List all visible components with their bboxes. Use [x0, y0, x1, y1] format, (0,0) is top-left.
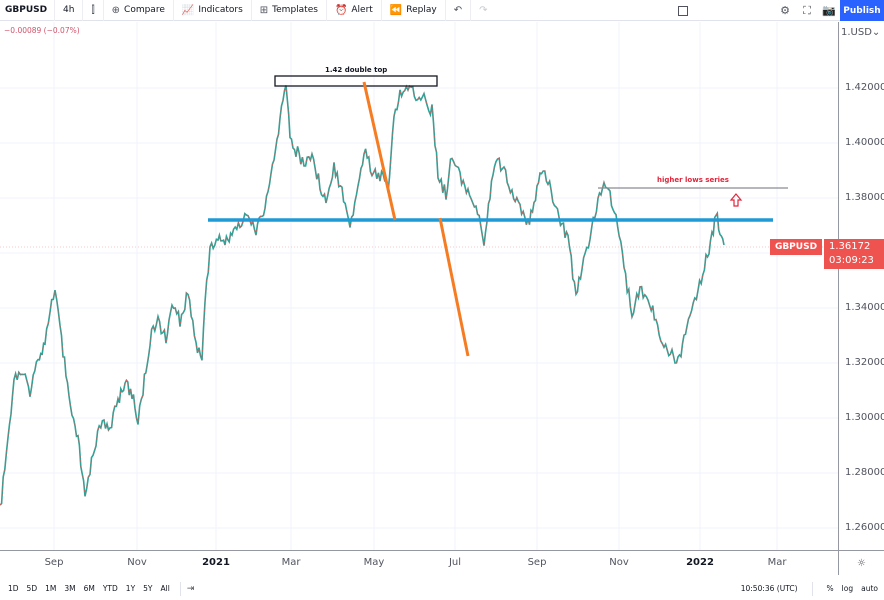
undo-icon: ↶	[453, 4, 463, 16]
time-label: Sep	[527, 557, 547, 568]
price-axis[interactable]: 1.USD⌄ 1.42000 1.40000 1.38000 1.34000 1.320…	[838, 22, 884, 550]
templates-icon: ⊞	[259, 4, 269, 16]
price-label: 1.34000	[845, 302, 884, 313]
time-label: Nov	[609, 557, 629, 568]
bottom-toolbar: 1D 5D 1M 3M 6M YTD 1Y 5Y All ⇥ 10:50:36 (UTC) % …	[0, 577, 884, 600]
price-label: 1.32000	[845, 357, 884, 368]
range-1d[interactable]: 1D	[8, 584, 19, 593]
time-label: 2021	[202, 557, 230, 568]
compare-button[interactable]: ⊕ Compare	[104, 0, 174, 21]
camera-icon: 📷	[822, 4, 836, 17]
fullscreen-button[interactable]: ⛶	[796, 0, 818, 21]
bar-countdown: 03:09:23	[829, 255, 874, 266]
time-label: Mar	[767, 557, 787, 568]
symbol-price-tag: GBPUSD	[770, 239, 822, 255]
time-label: Mar	[281, 557, 301, 568]
interval-button[interactable]: 4h	[55, 0, 84, 21]
range-ytd[interactable]: YTD	[102, 584, 118, 593]
up-arrow-icon[interactable]	[729, 193, 743, 207]
price-label: 1.30000	[845, 412, 884, 423]
interval-label: 4h	[63, 5, 75, 15]
top-toolbar: GBPUSD 4h ⫿ ⊕ Compare 📈 Indicators ⊞ Templa…	[0, 0, 884, 21]
square-icon	[678, 5, 688, 16]
price-label: 1.40000	[845, 137, 884, 148]
indicators-button[interactable]: 📈 Indicators	[174, 0, 252, 21]
higher-lows-label: higher lows series	[657, 176, 729, 184]
replay-button[interactable]: ⏪ Replay	[382, 0, 446, 21]
time-label: Sep	[44, 557, 64, 568]
currency-label: USD	[850, 27, 872, 38]
templates-button[interactable]: ⊞ Templates	[252, 0, 327, 21]
price-chart[interactable]	[0, 22, 838, 550]
redo-button[interactable]: ↷	[471, 0, 495, 21]
date-range-icon[interactable]: ⇥	[186, 583, 195, 594]
rewind-icon: ⏪	[389, 4, 403, 16]
last-price-tag: 1.36172 03:09:23	[824, 239, 884, 269]
range-5y[interactable]: 5Y	[143, 584, 153, 593]
range-1y[interactable]: 1Y	[125, 584, 136, 593]
time-label: 2022	[686, 557, 714, 568]
undo-button[interactable]: ↶	[446, 0, 472, 21]
alarm-clock-icon: ⏰	[334, 4, 348, 16]
range-1m[interactable]: 1M	[45, 584, 57, 593]
divider	[811, 581, 813, 596]
gear-icon: ☼	[857, 557, 866, 569]
price-label: 1.38000	[845, 192, 884, 203]
templates-label: Templates	[272, 5, 318, 15]
clock[interactable]: 10:50:36 (UTC)	[740, 584, 798, 593]
symbol-label: GBPUSD	[5, 5, 48, 15]
publish-button[interactable]: Publish	[840, 0, 884, 21]
double-top-box[interactable]	[274, 75, 438, 87]
range-all[interactable]: All	[160, 584, 170, 593]
redo-icon: ↷	[479, 4, 488, 16]
layout-button[interactable]	[672, 0, 694, 21]
auto-toggle[interactable]: auto	[861, 584, 878, 593]
range-3m[interactable]: 3M	[64, 584, 76, 593]
price-label: 1.26000	[845, 522, 884, 533]
price-label: 1.42000	[845, 82, 884, 93]
time-label: Jul	[448, 557, 462, 568]
indicators-label: Indicators	[198, 5, 243, 15]
settings-button[interactable]: ⚙	[774, 0, 796, 21]
alert-label: Alert	[351, 5, 373, 15]
currency-selector[interactable]: 1.USD⌄	[841, 27, 881, 38]
symbol-search[interactable]: GBPUSD	[0, 0, 55, 21]
chart-type-button[interactable]: ⫿	[83, 0, 104, 21]
time-label: May	[363, 557, 385, 568]
indicators-icon: 📈	[181, 4, 195, 16]
last-price: 1.36172	[829, 241, 871, 252]
range-5d[interactable]: 5D	[26, 584, 38, 593]
plus-circle-icon: ⊕	[111, 4, 121, 16]
price-path	[0, 84, 725, 506]
change-legend: −0.00089 (−0.07%)	[4, 26, 80, 35]
time-label: Nov	[127, 557, 147, 568]
gear-icon: ⚙	[780, 4, 790, 17]
trend-line-2[interactable]	[438, 217, 470, 357]
price-path-red	[0, 85, 725, 506]
log-toggle[interactable]: log	[841, 584, 854, 593]
time-axis[interactable]: Sep Nov 2021 Mar May Jul Sep Nov 2022 Mar	[0, 550, 838, 575]
replay-label: Replay	[406, 5, 437, 15]
compare-label: Compare	[124, 5, 165, 15]
divider	[179, 581, 181, 596]
axis-settings-button[interactable]: ☼	[838, 550, 884, 575]
alert-button[interactable]: ⏰ Alert	[327, 0, 382, 21]
fullscreen-icon: ⛶	[803, 3, 811, 17]
candles-icon: ⫿	[91, 4, 95, 16]
double-top-label: 1.42 double top	[325, 66, 388, 74]
snapshot-button[interactable]: 📷	[818, 0, 840, 21]
range-6m[interactable]: 6M	[83, 584, 95, 593]
percent-toggle[interactable]: %	[826, 584, 834, 593]
price-label: 1.28000	[845, 467, 884, 478]
chart-pane[interactable]	[0, 22, 838, 550]
trend-line-1[interactable]	[362, 81, 397, 221]
chevron-down-icon: ⌄	[871, 27, 881, 38]
